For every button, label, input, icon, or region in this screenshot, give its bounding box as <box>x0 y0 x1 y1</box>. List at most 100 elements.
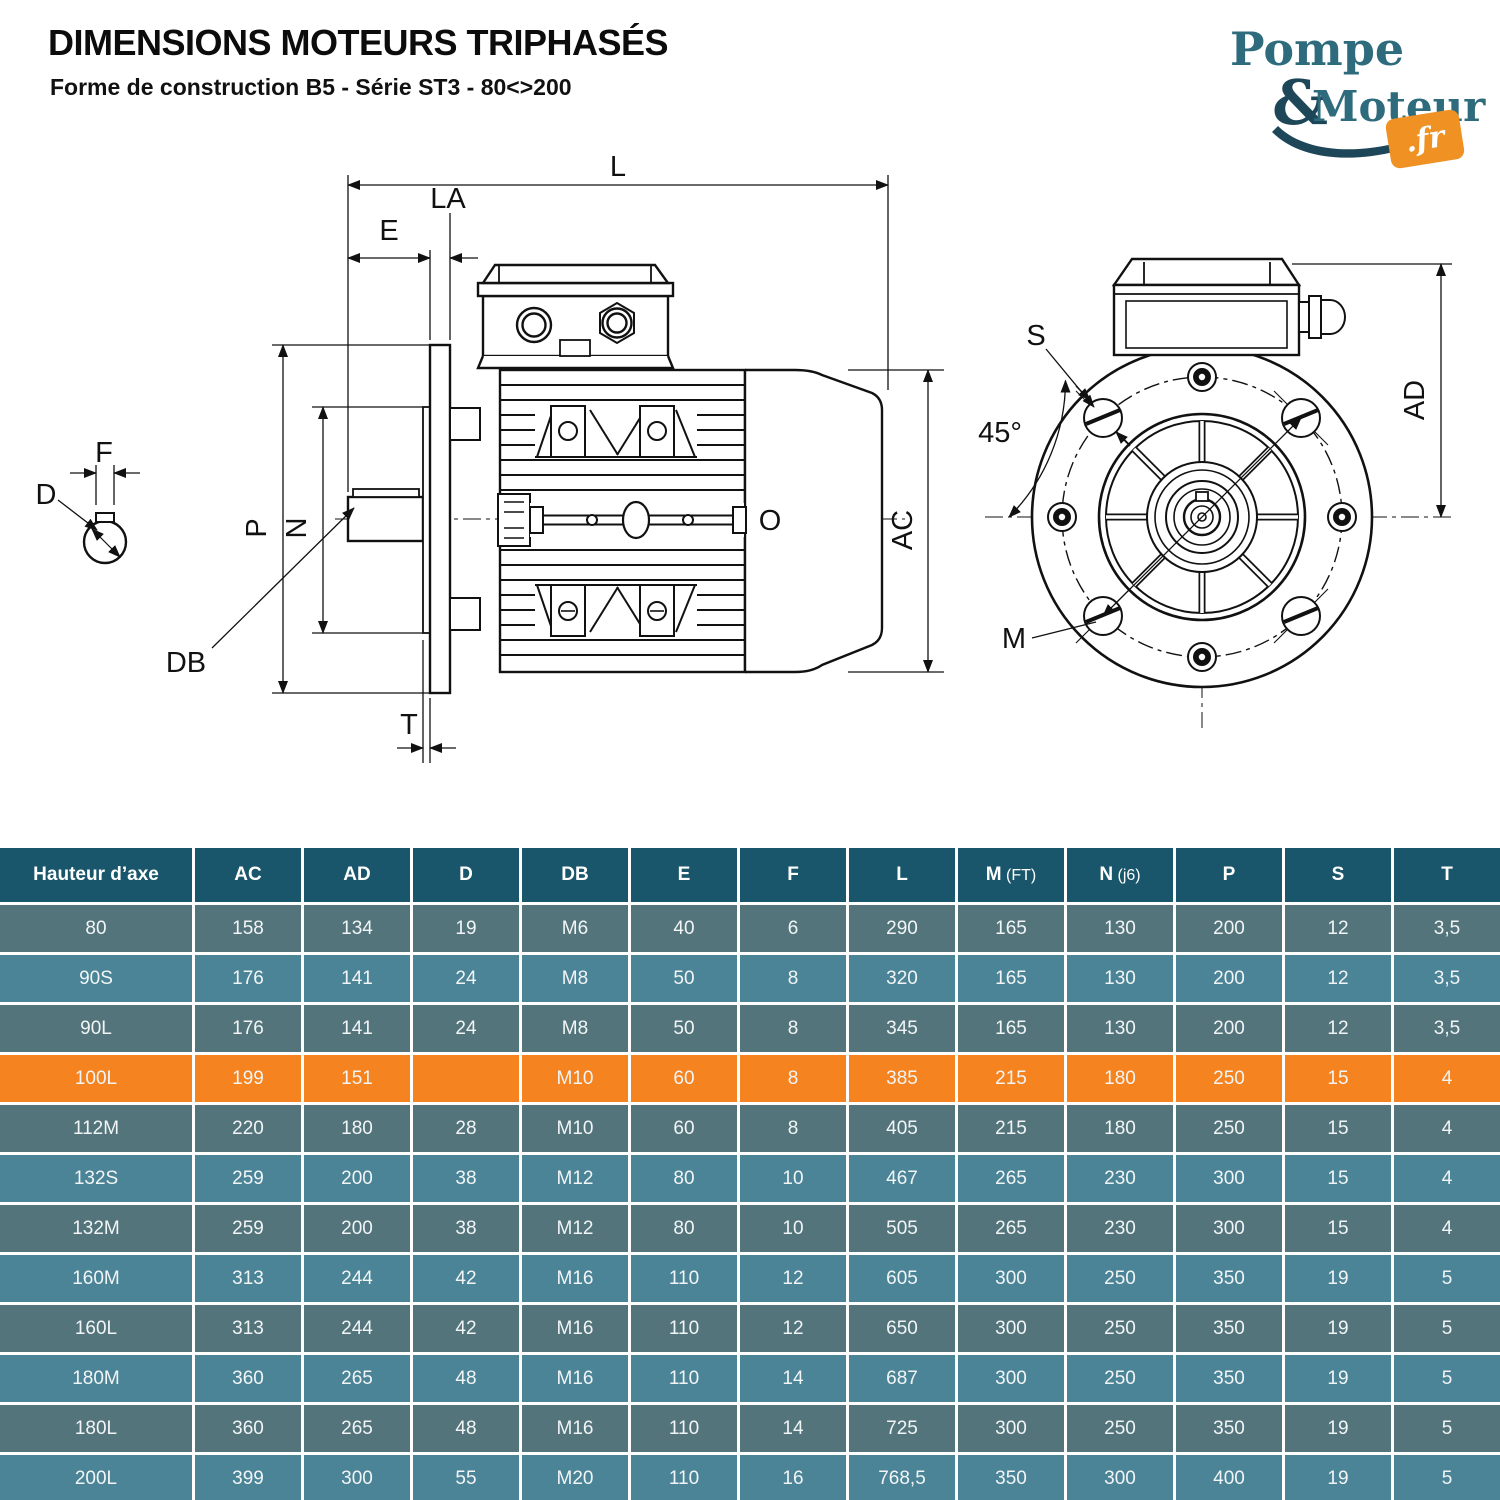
table-cell: 141 <box>304 1005 410 1052</box>
table-cell: 400 <box>1176 1455 1282 1500</box>
label-N: N <box>281 518 313 539</box>
column-header-DB: DB <box>522 848 628 902</box>
label-E: E <box>379 215 398 247</box>
table-cell: 3,5 <box>1394 955 1500 1002</box>
table-cell: 16 <box>740 1455 846 1500</box>
column-header-S: S <box>1285 848 1391 902</box>
table-cell: M16 <box>522 1305 628 1352</box>
technical-drawing: L E LA P N DB T AC O F D S 45° M AD <box>36 151 1452 763</box>
table-cell: M20 <box>522 1455 628 1500</box>
logo-swoosh-icon <box>1272 119 1460 158</box>
table-cell: 4 <box>1394 1105 1500 1152</box>
side-view-dimensions <box>211 175 944 763</box>
table-cell: 313 <box>195 1305 301 1352</box>
table-cell: 3,5 <box>1394 1005 1500 1052</box>
table-cell: 345 <box>849 1005 955 1052</box>
table-cell: 265 <box>958 1205 1064 1252</box>
table-cell: 250 <box>1067 1255 1173 1302</box>
table-cell: 300 <box>1176 1155 1282 1202</box>
table-cell: 220 <box>195 1105 301 1152</box>
table-cell <box>413 1055 519 1102</box>
table-row-100L: 100L 199 151 M10 60 8 385 215 180 250 15 4 <box>0 1055 1500 1102</box>
table-cell: 230 <box>1067 1155 1173 1202</box>
table-cell: 200 <box>1176 905 1282 952</box>
row-header-cell: 132S <box>0 1155 192 1202</box>
row-header-cell: 100L <box>0 1055 192 1102</box>
table-cell: 300 <box>958 1355 1064 1402</box>
row-header-cell: 200L <box>0 1455 192 1500</box>
table-cell: 3,5 <box>1394 905 1500 952</box>
table-cell: M12 <box>522 1205 628 1252</box>
table-body: 80 158 134 19 M6 40 6 290 165 130 200 12 3,5 90S 176 14… <box>0 905 1500 1500</box>
table-cell: 250 <box>1176 1105 1282 1152</box>
table-cell: 38 <box>413 1155 519 1202</box>
dimension-labels: L E LA P N DB T AC O F D S 45° M AD <box>36 151 1431 741</box>
table-cell: 200 <box>304 1205 410 1252</box>
label-S: S <box>1026 320 1045 352</box>
table-cell: 134 <box>304 905 410 952</box>
table-cell: M10 <box>522 1055 628 1102</box>
table-cell: 399 <box>195 1455 301 1500</box>
table-cell: 12 <box>1285 955 1391 1002</box>
table-row-90L: 90L 176 141 24 M8 50 8 345 165 130 200 12 3,5 <box>0 1005 1500 1052</box>
table-cell: 180 <box>304 1105 410 1152</box>
table-cell: 42 <box>413 1305 519 1352</box>
label-D: D <box>36 479 57 511</box>
table-cell: 4 <box>1394 1055 1500 1102</box>
table-row-160L: 160L 313 244 42 M16 110 12 650 300 250 350 19 5 <box>0 1305 1500 1352</box>
table-cell: 200 <box>1176 1005 1282 1052</box>
table-cell: 405 <box>849 1105 955 1152</box>
table-cell: 244 <box>304 1305 410 1352</box>
table-cell: M16 <box>522 1255 628 1302</box>
table-cell: 300 <box>958 1255 1064 1302</box>
front-view <box>985 257 1452 728</box>
label-L: L <box>610 151 626 183</box>
table-cell: 300 <box>958 1405 1064 1452</box>
table-header: Hauteur d’axe AC AD D DB E F L M (FT) N (j6) P S T <box>0 848 1500 902</box>
column-header-AD: AD <box>304 848 410 902</box>
table-cell: 158 <box>195 905 301 952</box>
row-header-cell: 132M <box>0 1205 192 1252</box>
column-header-L: L <box>849 848 955 902</box>
column-header-T: T <box>1394 848 1500 902</box>
table-cell: 180 <box>1067 1055 1173 1102</box>
table-row-132M: 132M 259 200 38 M12 80 10 505 265 230 300 15 4 <box>0 1205 1500 1252</box>
table-cell: 200 <box>1176 955 1282 1002</box>
table-cell: 48 <box>413 1355 519 1402</box>
table-cell: 5 <box>1394 1305 1500 1352</box>
table-cell: 12 <box>740 1255 846 1302</box>
label-P: P <box>241 518 273 537</box>
label-AD: AD <box>1399 380 1431 420</box>
table-cell: 768,5 <box>849 1455 955 1500</box>
table-cell: 360 <box>195 1355 301 1402</box>
column-header-F: F <box>740 848 846 902</box>
table-header-row: Hauteur d’axe AC AD D DB E F L M (FT) N (j6) P S T <box>0 848 1500 902</box>
table-cell: M12 <box>522 1155 628 1202</box>
table-cell: 24 <box>413 1005 519 1052</box>
side-view <box>335 263 905 695</box>
brand-logo: Pompe & Moteur .fr <box>1160 14 1490 170</box>
page-subtitle: Forme de construction B5 - Série ST3 - 8… <box>50 74 572 100</box>
label-O: O <box>759 505 782 537</box>
table-cell: 10 <box>740 1205 846 1252</box>
table-cell: 15 <box>1285 1105 1391 1152</box>
table-cell: 605 <box>849 1255 955 1302</box>
table-cell: 5 <box>1394 1255 1500 1302</box>
table-cell: 12 <box>740 1305 846 1352</box>
table-cell: 40 <box>631 905 737 952</box>
table-cell: 467 <box>849 1155 955 1202</box>
label-T: T <box>400 709 418 741</box>
table-cell: 80 <box>631 1155 737 1202</box>
column-header-M: M (FT) <box>958 848 1064 902</box>
table-cell: 130 <box>1067 905 1173 952</box>
table-cell: 250 <box>1176 1055 1282 1102</box>
logo-word-pompe: Pompe <box>1230 22 1405 76</box>
table-cell: 505 <box>849 1205 955 1252</box>
table-cell: 165 <box>958 905 1064 952</box>
table-row-132S: 132S 259 200 38 M12 80 10 467 265 230 300 15 4 <box>0 1155 1500 1202</box>
table-cell: 250 <box>1067 1305 1173 1352</box>
table-cell: 199 <box>195 1055 301 1102</box>
table-cell: 6 <box>740 905 846 952</box>
row-header-cell: 180L <box>0 1405 192 1452</box>
table-cell: 687 <box>849 1355 955 1402</box>
